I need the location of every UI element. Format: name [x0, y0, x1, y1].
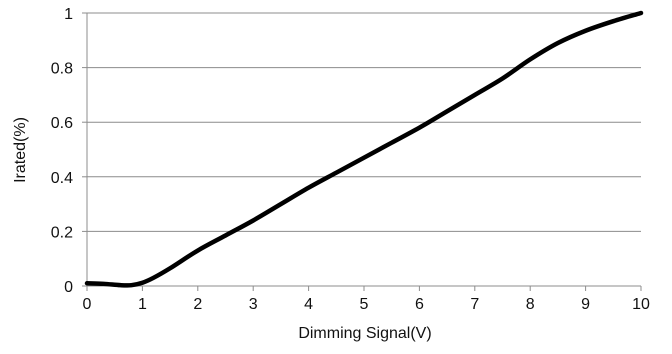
series: [84, 10, 644, 288]
labels: Dimming Signal(V) Irated(%) 0 0.2 0.4 0.6 0.…: [12, 6, 650, 342]
y-tick-label: 1: [64, 6, 73, 23]
x-tick-label: 7: [470, 296, 479, 313]
y-axis-label: Irated(%): [12, 117, 29, 183]
x-tick-label: 3: [249, 296, 258, 313]
x-tick-label: 9: [581, 296, 590, 313]
x-tick-label: 10: [632, 296, 650, 313]
x-tick-label: 0: [83, 296, 92, 313]
x-tick-label: 6: [415, 296, 424, 313]
y-tick-label: 0.2: [51, 224, 73, 241]
x-tick-label: 8: [526, 296, 535, 313]
y-tick-label: 0.8: [51, 61, 73, 78]
y-tick-label: 0.4: [51, 170, 73, 187]
y-tick-label: 0: [64, 279, 73, 296]
grid: [87, 12, 641, 232]
x-tick-label: 4: [304, 296, 313, 313]
axes: [82, 12, 642, 291]
x-tick-label: 1: [138, 296, 147, 313]
x-tick-label: 5: [360, 296, 369, 313]
series-line-0: [84, 10, 644, 288]
x-axis-label: Dimming Signal(V): [298, 325, 431, 342]
y-tick-label: 0.6: [51, 115, 73, 132]
x-tick-label: 2: [193, 296, 202, 313]
